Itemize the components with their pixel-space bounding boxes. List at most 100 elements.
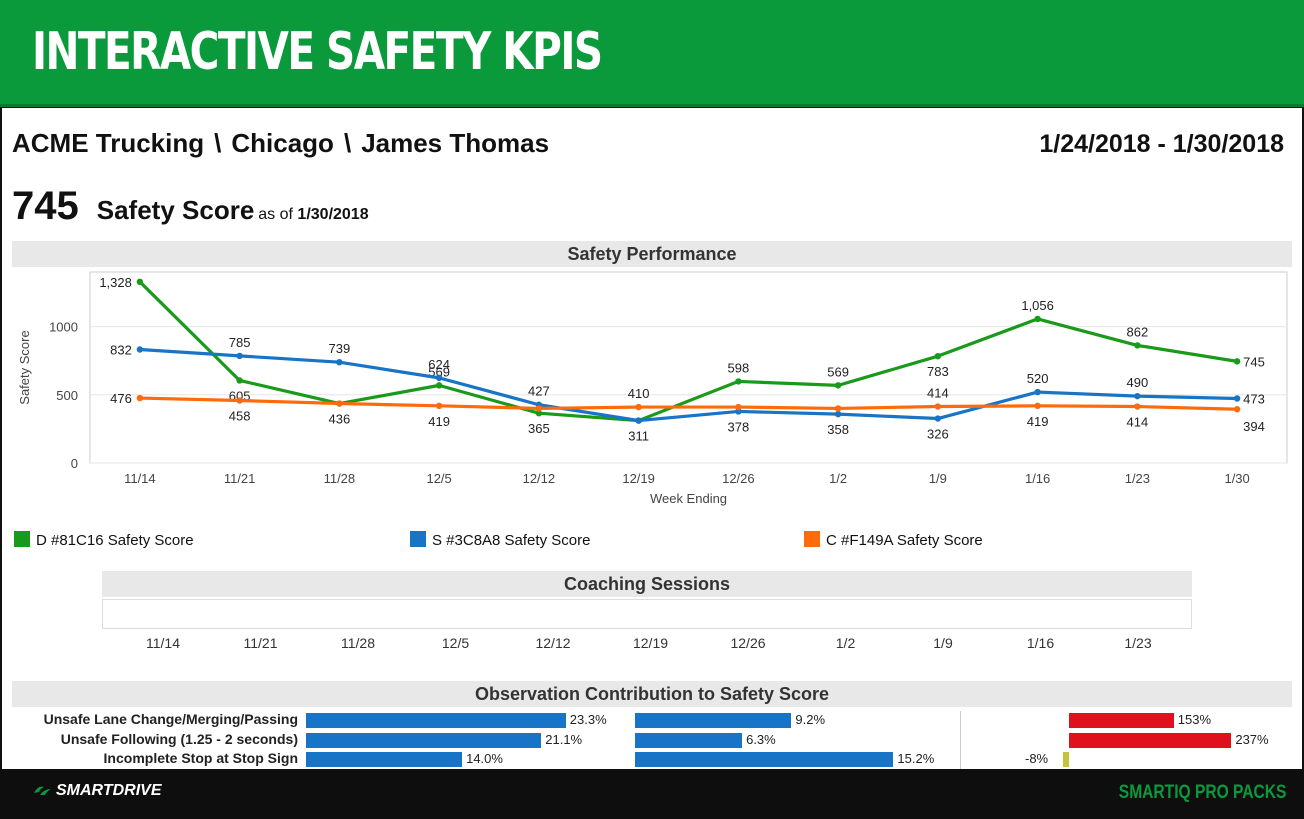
safety-performance-header: Safety Performance	[12, 241, 1292, 267]
change-value: -8%	[1025, 751, 1049, 766]
series-1-point	[236, 377, 243, 384]
observation-contribution-header: Observation Contribution to Safety Score	[12, 681, 1292, 707]
series-1-point	[834, 382, 842, 389]
contribution-value: 21.1%	[545, 731, 583, 747]
safety-score-value: 745	[12, 184, 79, 228]
series-1-point	[1134, 342, 1141, 349]
series-3-point	[535, 405, 543, 412]
footer: SMARTDRIVE SMARTIQ PRO PACKS	[0, 769, 1304, 819]
change-bar	[1069, 713, 1174, 728]
contribution-bar	[306, 752, 463, 767]
smartdrive-logo-icon	[34, 786, 51, 795]
data-label: 365	[528, 421, 550, 436]
data-label: 624	[428, 357, 450, 372]
data-label: 436	[329, 412, 351, 427]
x-tick-label: 11/28	[324, 471, 356, 486]
coaching-tick-label: 12/12	[535, 635, 571, 651]
x-tick-label: 1/9	[929, 471, 947, 486]
data-label: 311	[628, 429, 649, 444]
series-2-point	[435, 374, 443, 382]
contribution-value: 15.2%	[897, 751, 935, 766]
data-label: 358	[827, 422, 849, 437]
data-label: 832	[110, 342, 132, 357]
series-2-point	[934, 415, 942, 422]
x-tick-label: 1/30	[1224, 471, 1249, 486]
series-1-point	[535, 410, 543, 417]
data-label: 783	[927, 364, 949, 379]
data-label: 862	[1127, 324, 1149, 339]
observation-row[interactable]: Incomplete Stop at Stop Sign 14.0% 15.2% -8…	[12, 750, 1292, 769]
observation-label: Incomplete Stop at Stop Sign	[103, 750, 298, 766]
series-1-point	[1233, 358, 1241, 365]
observation-label: Unsafe Lane Change/Merging/Passing	[43, 711, 298, 727]
data-label: 739	[329, 341, 351, 356]
x-tick-label: 1/16	[1025, 471, 1050, 486]
legend-item[interactable]: S #3C8A8 Safety Score	[410, 531, 590, 549]
data-label: 419	[428, 414, 450, 429]
coaching-sessions-timeline[interactable]	[102, 599, 1192, 629]
series-1-point	[934, 352, 942, 360]
x-tick-label: 1/2	[829, 471, 847, 486]
series-3-point	[1134, 403, 1141, 410]
observation-row[interactable]: Unsafe Following (1.25 - 2 seconds) 21.1%…	[12, 731, 1292, 750]
coaching-sessions-axis: 11/14 11/21 11/28 12/5 12/12 12/19 12/26 1/2 1/9…	[102, 635, 1192, 657]
contribution-bar	[635, 752, 894, 767]
series-line-1	[138, 280, 1238, 423]
series-2-point	[336, 358, 343, 366]
series-2-point	[236, 352, 243, 360]
data-label: 326	[927, 427, 949, 442]
series-1-point	[1034, 315, 1041, 323]
data-label: 598	[728, 360, 750, 375]
banner: INTERACTIVE SAFETY KPIS	[0, 0, 1304, 107]
y-tick-label: 500	[56, 388, 78, 403]
coaching-tick-label: 1/23	[1124, 635, 1152, 651]
footer-tagline: SMARTIQ PRO PACKS	[1118, 782, 1286, 803]
observation-row[interactable]: Unsafe Lane Change/Merging/Passing 23.3% 9…	[12, 711, 1292, 730]
date-range[interactable]: 1/24/2018 - 1/30/2018	[1039, 130, 1284, 158]
data-label: 414	[927, 386, 949, 401]
series-3-point	[834, 405, 842, 412]
safety-score-label: Safety Score	[96, 195, 255, 225]
contribution-bar	[306, 713, 566, 728]
contribution-value: 9.2%	[795, 712, 826, 727]
data-label: 1,328	[99, 275, 132, 290]
coaching-tick-label: 11/14	[146, 635, 180, 651]
contribution-value: 23.3%	[569, 712, 607, 727]
breadcrumb-driver[interactable]: James Thomas	[361, 128, 550, 158]
coaching-sessions-header: Coaching Sessions	[102, 571, 1192, 597]
chart-legend: D #81C16 Safety Score S #3C8A8 Safety Sco…	[14, 531, 1214, 553]
coaching-tick-label: 11/28	[341, 635, 375, 651]
contribution-bar	[306, 732, 542, 748]
coaching-tick-label: 12/5	[441, 635, 470, 651]
data-label: 520	[1027, 371, 1049, 386]
x-tick-label: 11/21	[224, 471, 256, 486]
y-tick-label: 1000	[49, 320, 78, 335]
coaching-tick-label: 1/9	[933, 635, 953, 651]
coaching-tick-label: 1/16	[1026, 635, 1055, 651]
safety-score-asof: as of	[258, 206, 293, 223]
x-tick-label: 1/23	[1125, 471, 1150, 486]
data-label: 1,056	[1021, 298, 1054, 313]
series-line-2	[139, 347, 1238, 423]
breadcrumb-separator: \	[214, 128, 222, 158]
legend-swatch	[804, 531, 820, 547]
legend-label: C #F149A Safety Score	[826, 532, 983, 549]
breadcrumb-company[interactable]: ACME Trucking	[12, 128, 205, 158]
data-label: 476	[110, 391, 132, 406]
coaching-tick-label: 1/2	[835, 635, 856, 651]
legend-swatch	[410, 531, 426, 547]
breadcrumb: ACME Trucking \ Chicago \ James Thomas	[12, 128, 549, 159]
series-3-point	[735, 403, 742, 411]
data-label: 427	[528, 384, 550, 399]
series-1-point	[735, 378, 742, 385]
legend-item[interactable]: D #81C16 Safety Score	[14, 531, 194, 549]
series-2-point	[136, 346, 144, 353]
breadcrumb-location[interactable]: Chicago	[231, 128, 334, 158]
contribution-value: 6.3%	[746, 731, 776, 747]
coaching-tick-label: 11/21	[243, 635, 278, 651]
legend-item[interactable]: C #F149A Safety Score	[804, 531, 983, 549]
series-3-point	[934, 403, 942, 410]
safety-performance-chart[interactable]: 0 500 1000 Safety Score 11/14 11/21 11/28 12/5 1…	[12, 267, 1292, 522]
change-bar	[1069, 732, 1232, 748]
safety-performance-svg[interactable]: 0 500 1000 Safety Score 11/14 11/21 11/28 12/5 1…	[12, 267, 1292, 522]
